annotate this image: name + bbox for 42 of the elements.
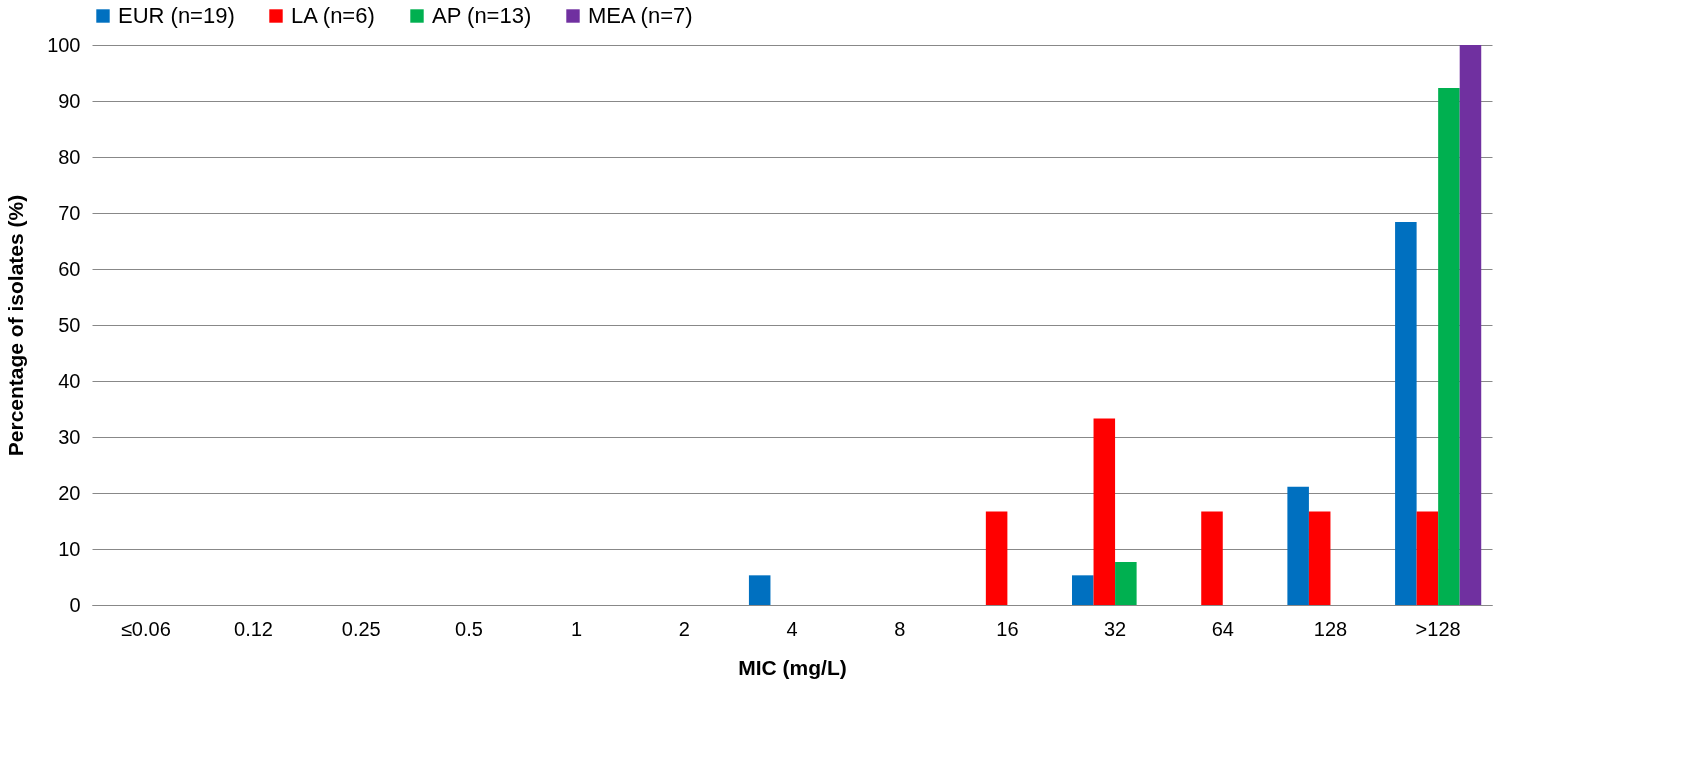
x-tick-label: 32: [1103, 617, 1127, 640]
x-tick-label: 4: [786, 617, 798, 640]
x-tick-label: ≤0.06: [120, 617, 171, 640]
x-tick-label: 128: [1313, 617, 1348, 640]
bar: [1093, 418, 1116, 605]
x-tick-label: 0.12: [234, 617, 274, 640]
y-tick-label: 100: [47, 33, 81, 56]
y-tick-label: 90: [58, 89, 81, 112]
bar: [1438, 88, 1460, 605]
y-tick-label: 0: [69, 593, 81, 616]
legend-label: AP (n=13): [432, 3, 532, 28]
bar: [748, 575, 771, 605]
y-tick-label: 70: [58, 201, 81, 224]
x-tick-label: 2: [678, 617, 690, 640]
x-tick-label: 1: [571, 617, 583, 640]
y-tick-label: 40: [58, 369, 81, 392]
y-tick-label: 30: [58, 425, 81, 448]
legend-label: MEA (n=7): [588, 3, 693, 28]
y-tick-label: 20: [58, 481, 81, 504]
y-axis-title: Percentage of isolates (%): [4, 194, 28, 457]
bar: [1308, 511, 1331, 605]
bar: [1115, 561, 1137, 605]
x-tick-label: 0.5: [455, 617, 483, 640]
bar: [1201, 511, 1223, 605]
x-tick-label: >128: [1415, 617, 1461, 640]
x-tick-label: 8: [894, 617, 906, 640]
y-tick-label: 80: [58, 145, 81, 168]
y-tick-label: 10: [58, 537, 81, 560]
legend-label: EUR (n=19): [118, 3, 235, 28]
bar: [1287, 486, 1309, 605]
legend-label: LA (n=6): [291, 3, 375, 28]
y-tick-label: 50: [58, 313, 81, 336]
x-tick-label: 0.25: [341, 617, 381, 640]
x-tick-label: 16: [996, 617, 1019, 640]
x-axis-title: MIC (mg/L): [738, 655, 847, 679]
x-tick-label: 64: [1211, 617, 1234, 640]
bar: [1395, 221, 1417, 605]
bar: [985, 511, 1008, 605]
bar: [1072, 575, 1094, 605]
bar: [1459, 45, 1482, 605]
y-tick-label: 60: [58, 257, 81, 280]
bar: [1416, 511, 1439, 605]
